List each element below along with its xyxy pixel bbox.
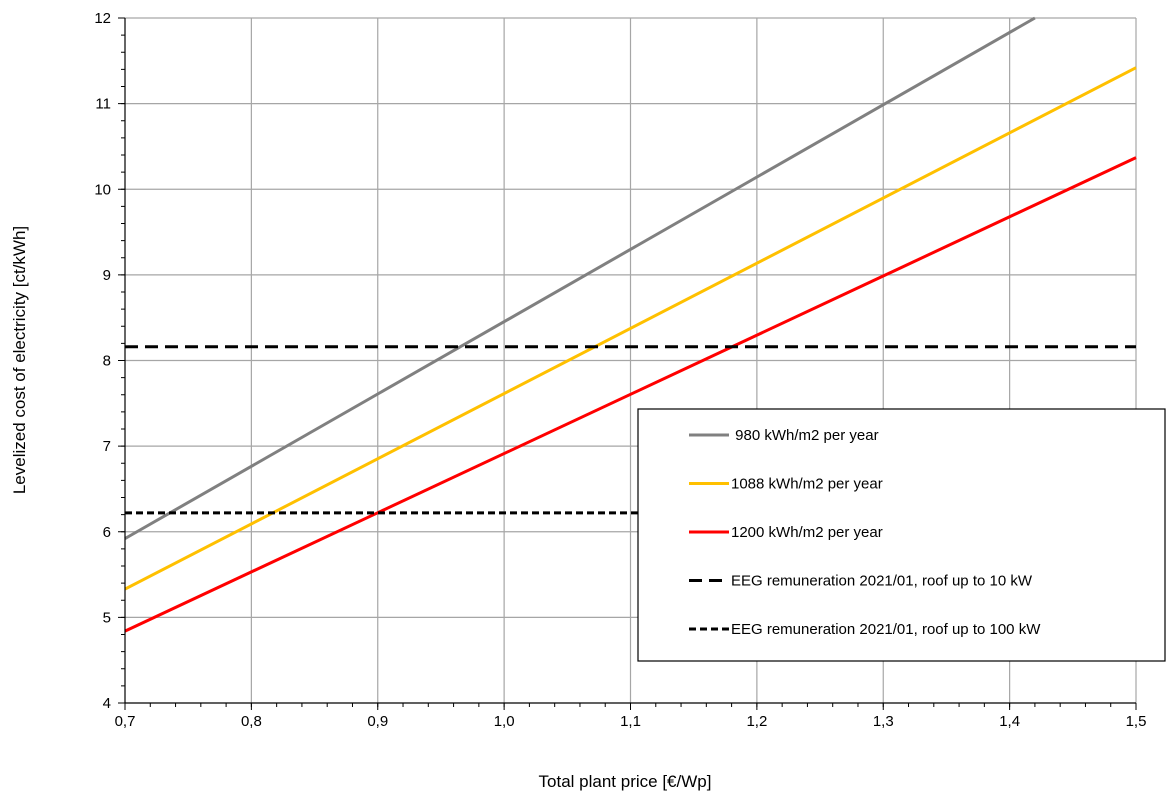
y-tick-label: 6 [103, 524, 111, 541]
grid [125, 17, 1137, 703]
x-tick-label: 0,7 [115, 713, 136, 730]
y-tick-label: 4 [103, 695, 111, 712]
series-line-1200-kwh-m2-per-year [124, 156, 1137, 633]
legend-label: EEG remuneration 2021/01, roof up to 100… [731, 621, 1041, 638]
y-tick-label: 11 [95, 96, 111, 113]
legend-label: 1088 kWh/m2 per year [731, 476, 883, 493]
series-lines [124, 16, 1137, 633]
y-tick-label: 7 [103, 438, 111, 455]
x-tick-label: 1,2 [746, 713, 767, 730]
axes [124, 18, 1136, 704]
series-line-1088-kwh-m2-per-year [124, 66, 1137, 591]
legend-label: 980 kWh/m2 per year [731, 427, 879, 444]
legend: 980 kWh/m2 per year 1088 kWh/m2 per year 1… [637, 408, 1166, 662]
y-axis-title: Levelized cost of electricity [ct/kWh] [10, 226, 29, 494]
x-tick-label: 1,0 [494, 713, 515, 730]
legend-label: 1200 kWh/m2 per year [731, 524, 883, 541]
x-tick-label: 1,1 [620, 713, 641, 730]
legend-label: EEG remuneration 2021/01, roof up to 10 … [731, 573, 1033, 590]
legend-box [637, 408, 1166, 662]
y-tick-label: 5 [103, 609, 111, 626]
y-tick-label: 9 [103, 267, 111, 284]
x-tick-label: 1,3 [873, 713, 894, 730]
y-tick-label: 8 [103, 353, 111, 370]
y-tick-labels: 4 5 6 7 8 9 10 11 12 [94, 10, 111, 712]
x-tick-labels: 0,7 0,8 0,9 1,0 1,1 1,2 1,3 1,4 1,5 [115, 713, 1147, 730]
x-axis-title: Total plant price [€/Wp] [539, 772, 712, 791]
y-tick-label: 12 [94, 10, 111, 27]
x-tick-label: 1,4 [999, 713, 1020, 730]
y-tick-label: 10 [94, 181, 111, 198]
x-tick-label: 0,9 [367, 713, 388, 730]
minor-ticks [118, 17, 1137, 710]
x-tick-label: 1,5 [1126, 713, 1147, 730]
x-tick-label: 0,8 [241, 713, 262, 730]
series-line-980-kwh-m2-per-year [124, 16, 1036, 540]
